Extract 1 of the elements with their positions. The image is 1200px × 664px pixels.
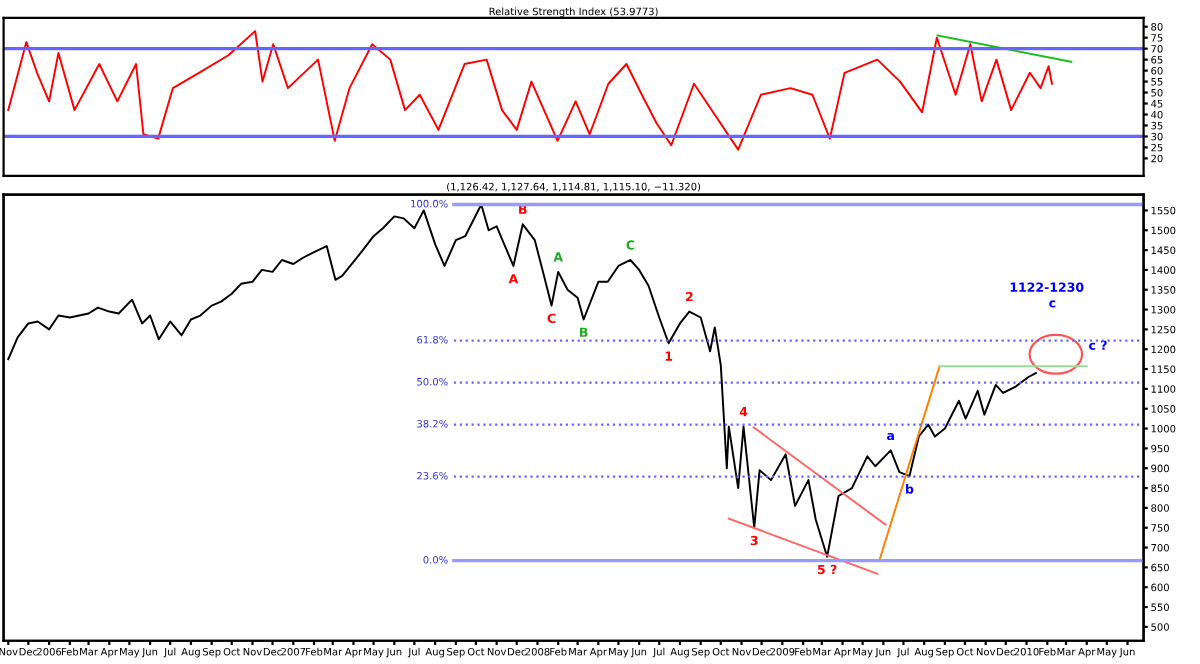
line-series xyxy=(7,30,1053,151)
